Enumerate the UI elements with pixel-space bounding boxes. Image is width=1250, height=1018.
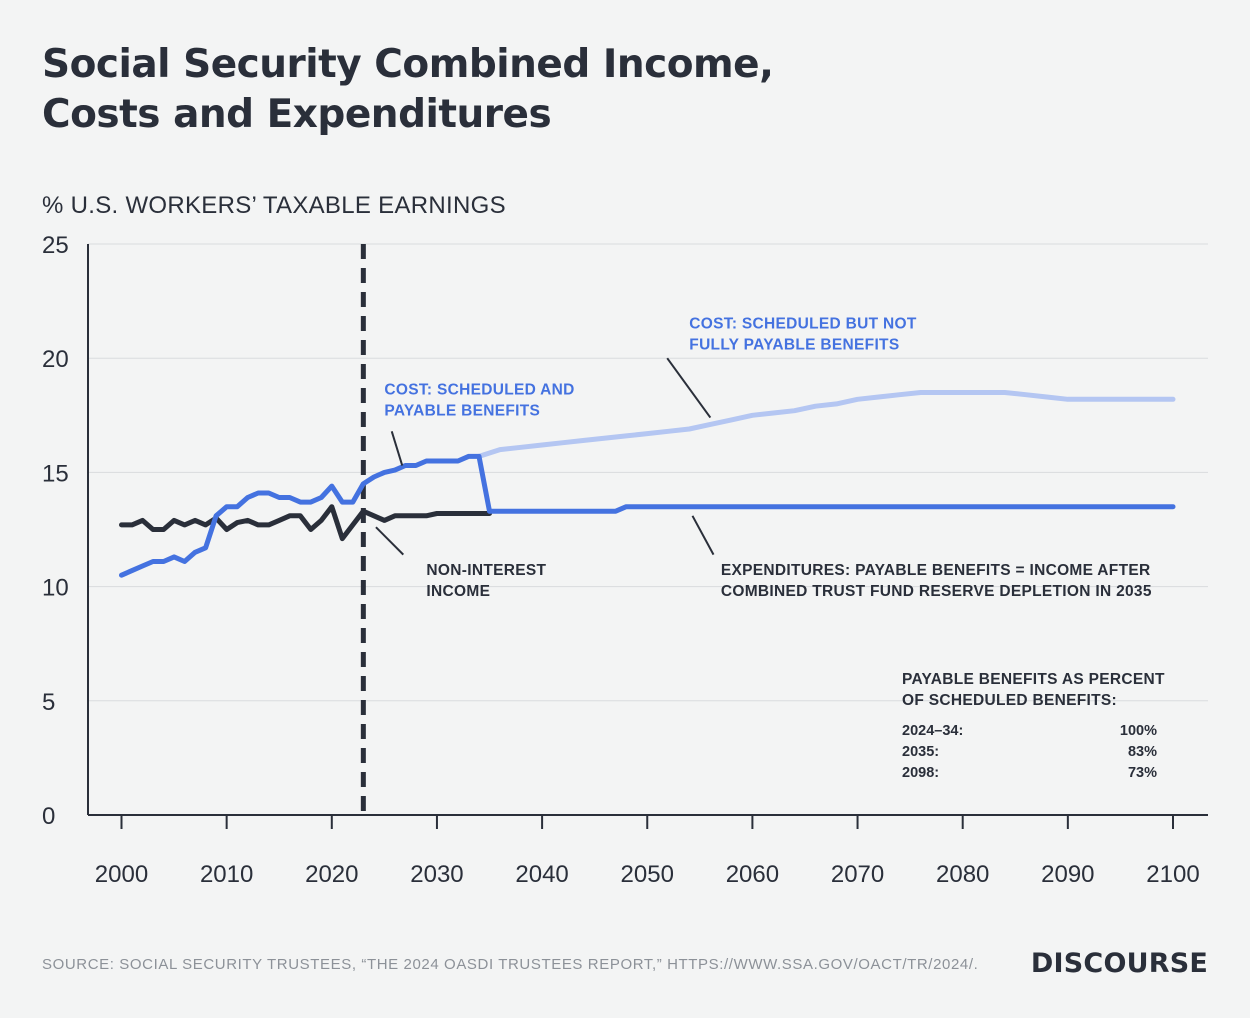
y-tick-label: 15: [42, 460, 69, 487]
non-interest-income-leader: [375, 526, 405, 556]
x-tick-label: 2020: [305, 861, 358, 888]
payable-table-heading-line-1: PAYABLE BENEFITS AS PERCENT: [902, 671, 1165, 688]
payable-table-value: 83%: [1128, 744, 1157, 760]
x-tick-label: 2090: [1041, 861, 1094, 888]
cost-not-fully-payable-line: [476, 390, 1176, 459]
y-axis-unit-label: % U.S. WORKERS’ TAXABLE EARNINGS: [42, 192, 506, 219]
non-interest-income-label-line-1: NON-INTEREST: [426, 562, 546, 579]
y-tick-label: 0: [42, 803, 55, 830]
expenditures-leader: [691, 515, 715, 556]
x-tick-label: 2080: [936, 861, 989, 888]
x-tick-label: 2030: [410, 861, 463, 888]
x-tick-label: 2010: [200, 861, 253, 888]
x-tick-label: 2040: [515, 861, 568, 888]
expenditures-label-line-1: EXPENDITURES: PAYABLE BENEFITS = INCOME …: [721, 562, 1151, 579]
x-tick-label: 2060: [726, 861, 779, 888]
payable-table-value: 73%: [1128, 765, 1157, 781]
cost-scheduled-payable-line: [119, 453, 492, 578]
payable-table-period: 2035:: [902, 744, 939, 760]
payable-table-value: 100%: [1120, 723, 1157, 739]
cost-not-fully-payable-label-line-2: FULLY PAYABLE BENEFITS: [689, 337, 899, 354]
brand-logo: DISCOURSE: [1030, 948, 1208, 979]
cost-not-fully-payable-label-line-1: COST: SCHEDULED BUT NOT: [689, 316, 917, 333]
source-note: SOURCE: SOCIAL SECURITY TRUSTEES, “THE 2…: [42, 956, 979, 973]
x-tick-label: 2000: [95, 861, 148, 888]
x-tick-label: 2100: [1146, 861, 1199, 888]
chart-title: Social Security Combined Income, Costs a…: [42, 40, 774, 140]
cost-not-fully-payable-leader: [666, 357, 712, 419]
cost-payable-leader: [390, 430, 404, 466]
x-tick-label: 2070: [831, 861, 884, 888]
expenditures-payable-line: [487, 504, 1176, 514]
chart-title-line-2: Costs and Expenditures: [42, 92, 552, 137]
y-tick-label: 20: [42, 346, 69, 373]
x-tick-label: 2050: [621, 861, 674, 888]
payable-table-period: 2024–34:: [902, 723, 963, 739]
cost-payable-label-line-2: PAYABLE BENEFITS: [384, 403, 540, 420]
y-tick-label: 5: [42, 689, 55, 716]
cost-payable-label-line-1: COST: SCHEDULED AND: [384, 382, 574, 399]
payable-table-period: 2098:: [902, 765, 939, 781]
payable-table-heading-line-2: OF SCHEDULED BENEFITS:: [902, 692, 1117, 709]
non-interest-income-label-line-2: INCOME: [426, 583, 490, 600]
y-tick-label: 10: [42, 575, 69, 602]
expenditures-label-line-2: COMBINED TRUST FUND RESERVE DEPLETION IN…: [721, 583, 1152, 600]
chart-title-line-1: Social Security Combined Income,: [42, 42, 774, 87]
non-interest-income-line: [119, 504, 492, 542]
y-tick-label: 25: [42, 232, 69, 259]
